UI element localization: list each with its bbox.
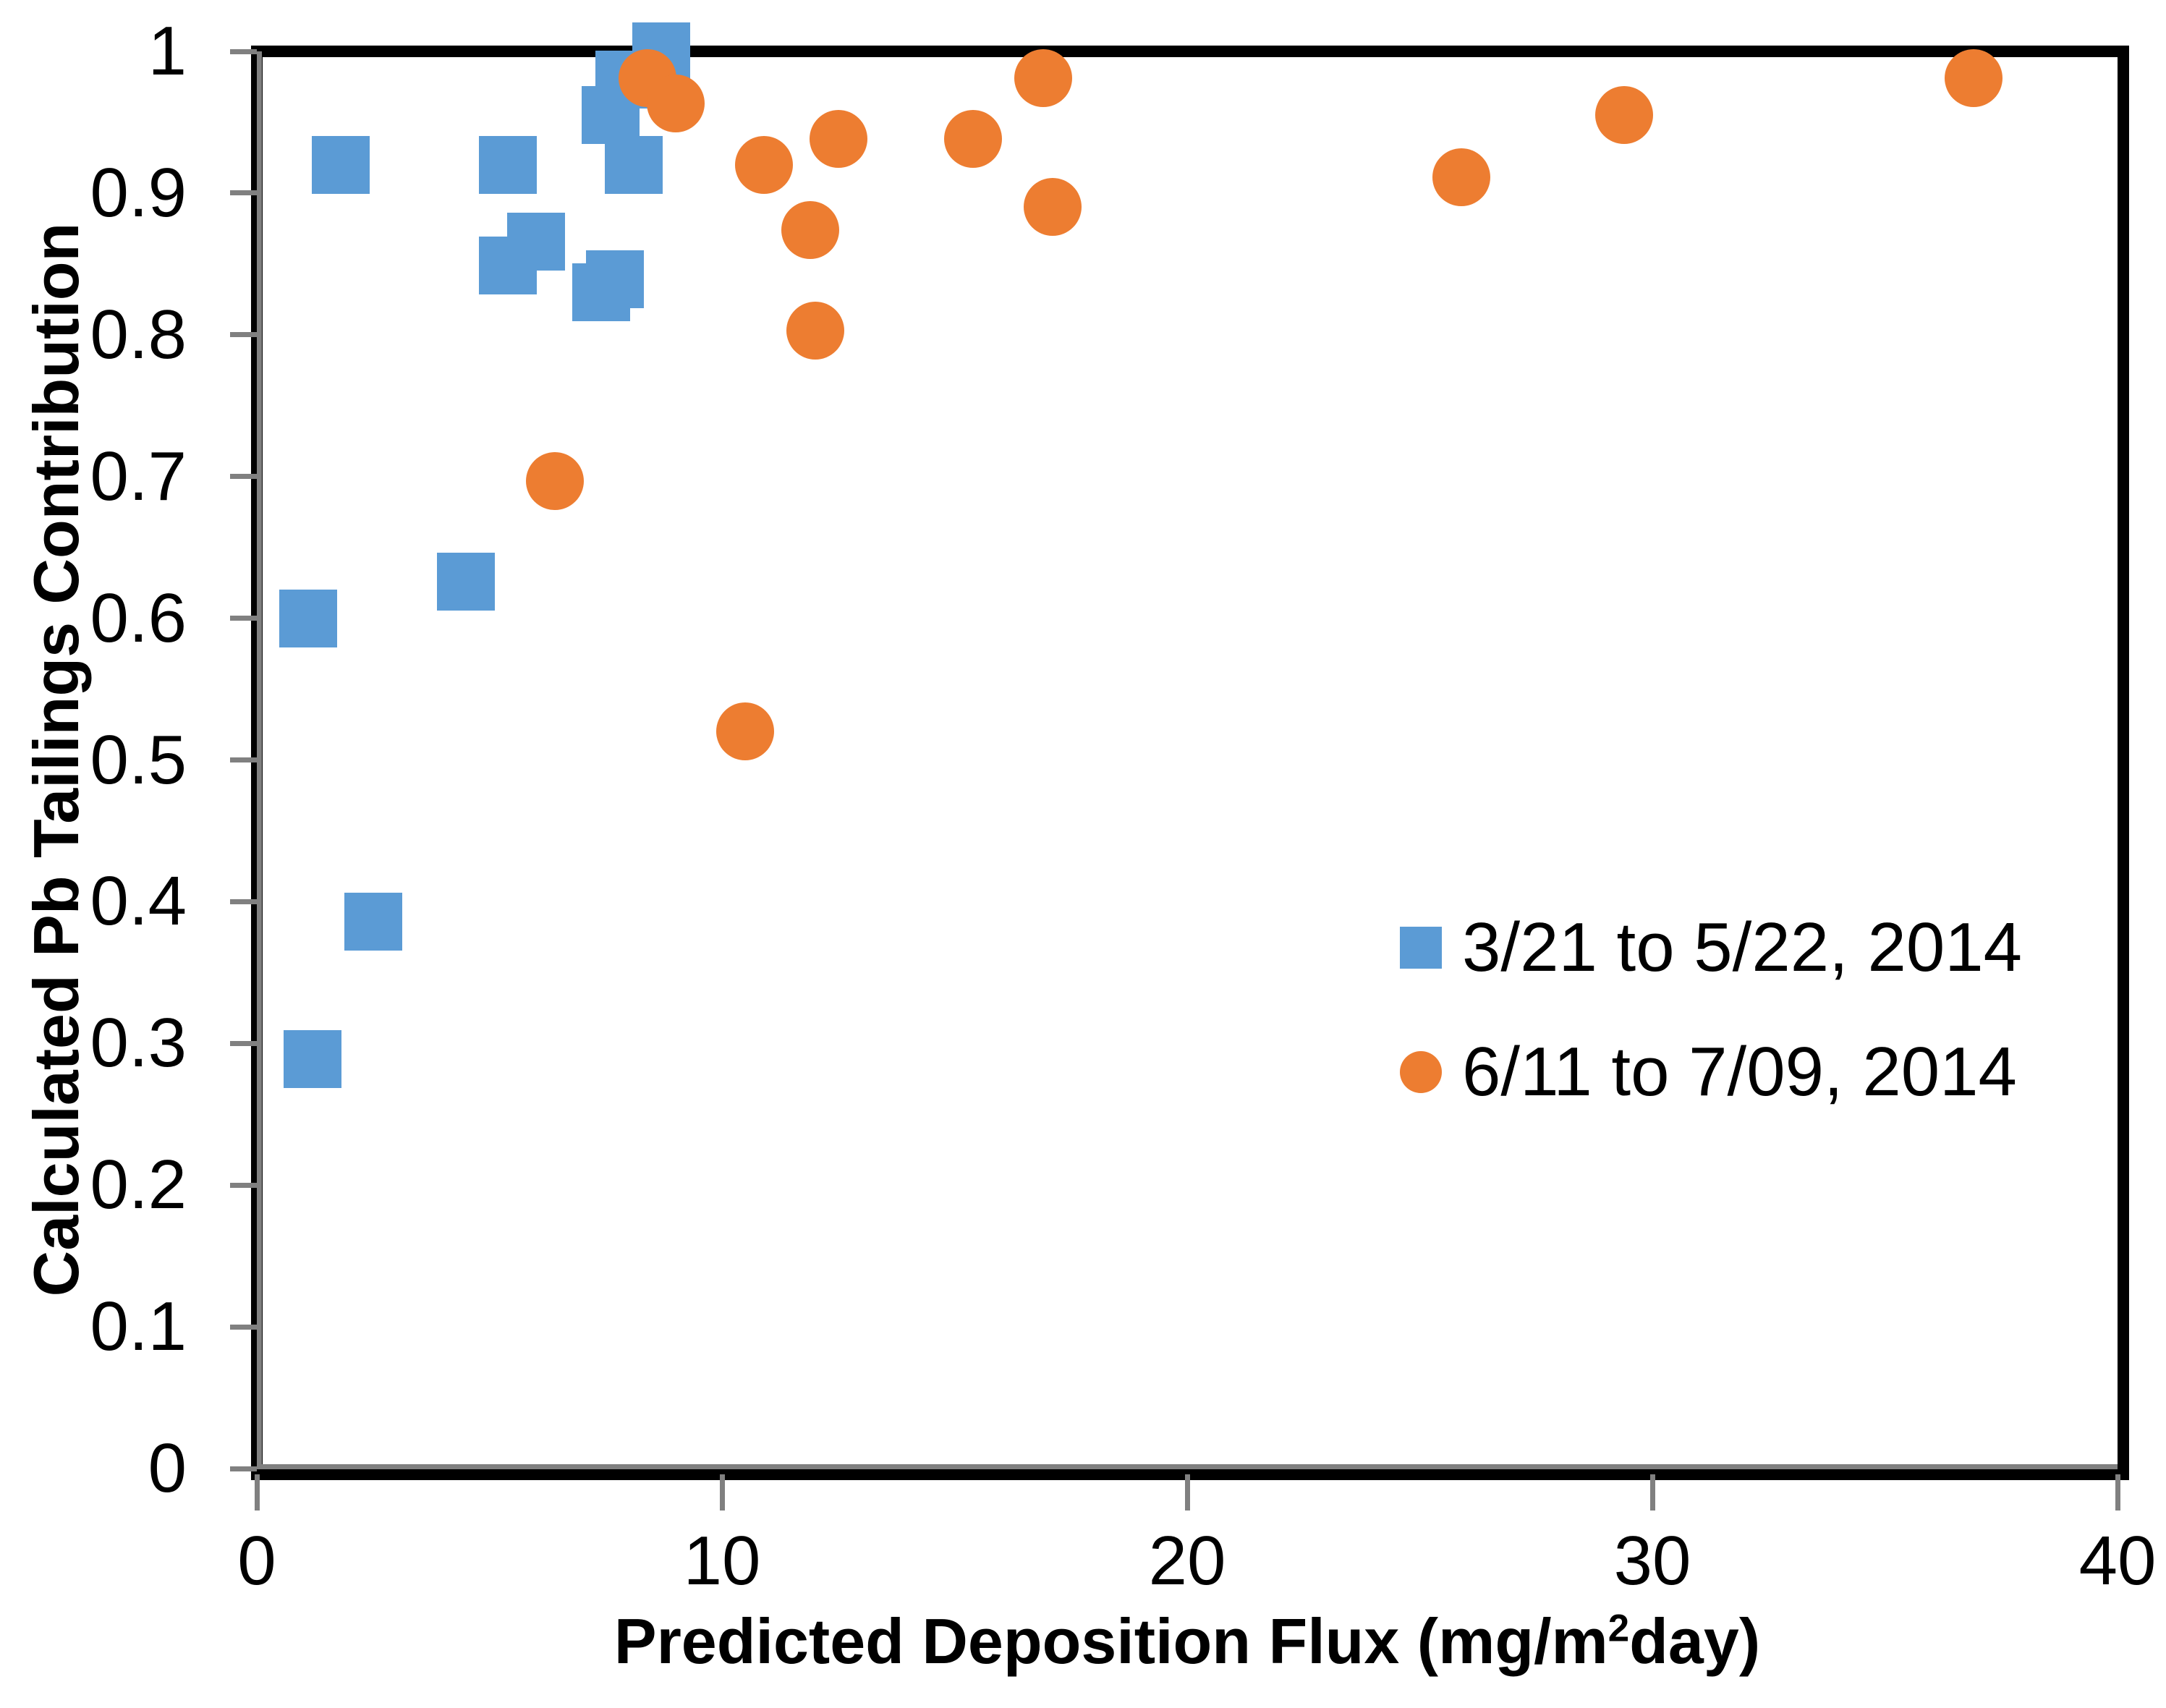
data-point-circle (734, 135, 793, 194)
legend-label: 6/11 to 7/09, 2014 (1462, 1033, 2017, 1110)
y-tick-mark (230, 332, 257, 338)
y-tick-mark (230, 48, 257, 54)
legend-label: 3/21 to 5/22, 2014 (1462, 909, 2022, 986)
data-point-circle (1014, 49, 1072, 108)
y-tick-mark (230, 898, 257, 904)
data-point-circle (1023, 178, 1082, 237)
data-point-square (279, 589, 337, 647)
data-point-square (284, 1029, 342, 1088)
y-axis-line (257, 51, 262, 1469)
y-tick-mark (230, 1324, 257, 1330)
x-axis-line (257, 1464, 2118, 1469)
y-tick-label: 0.9 (90, 153, 187, 231)
y-tick-label: 0 (148, 1429, 187, 1507)
x-axis-title-superscript: 2 (1607, 1607, 1630, 1650)
y-tick-label: 0.1 (90, 1288, 187, 1366)
data-point-square (479, 135, 538, 194)
x-axis-title-text: Predicted Deposition Flux (mg/m (613, 1605, 1608, 1677)
data-point-circle (809, 110, 867, 169)
y-tick-mark (230, 757, 257, 762)
x-tick-label: 40 (2078, 1522, 2157, 1599)
y-tick-label: 0.6 (90, 579, 187, 657)
data-point-circle (1944, 49, 2003, 108)
y-tick-mark (230, 1182, 257, 1188)
data-point-circle (1432, 148, 1491, 207)
y-tick-label: 0.2 (90, 1146, 187, 1224)
data-point-square (437, 552, 496, 611)
y-tick-mark (230, 1040, 257, 1046)
x-tick-mark (1649, 1474, 1655, 1511)
data-point-square (572, 263, 630, 322)
data-point-square (604, 135, 663, 194)
x-axis-title-text-end: day) (1629, 1605, 1761, 1677)
y-tick-label: 0.4 (90, 862, 187, 940)
data-point-circle (781, 200, 840, 259)
y-tick-mark (230, 616, 257, 621)
data-point-square (311, 135, 370, 194)
y-tick-label: 0.3 (90, 1004, 187, 1082)
legend-item: 6/11 to 7/09, 2014 (1400, 1032, 2017, 1112)
y-tick-mark (230, 190, 257, 196)
data-point-square (344, 892, 402, 951)
legend-square-swatch (1400, 927, 1442, 969)
data-point-circle (944, 110, 1003, 169)
x-tick-mark (2115, 1474, 2120, 1511)
y-axis-title: Calculated Pb Tailings Contribution (20, 222, 92, 1297)
y-tick-label: 1 (148, 12, 187, 90)
data-point-circle (786, 301, 844, 360)
data-point-circle (716, 702, 775, 761)
x-tick-label: 20 (1148, 1522, 1226, 1599)
x-tick-label: 10 (683, 1522, 761, 1599)
legend-item: 3/21 to 5/22, 2014 (1400, 908, 2022, 987)
y-tick-label: 0.8 (90, 295, 187, 373)
data-point-square (506, 212, 565, 271)
data-point-circle (525, 451, 584, 510)
x-tick-mark (254, 1474, 260, 1511)
data-point-circle (1595, 86, 1654, 145)
x-tick-mark (1184, 1474, 1190, 1511)
y-tick-label: 0.7 (90, 437, 187, 515)
x-axis-title: Predicted Deposition Flux (mg/m2day) (614, 1605, 1760, 1678)
y-tick-label: 0.5 (90, 721, 187, 799)
legend-circle-swatch (1400, 1051, 1442, 1093)
x-tick-label: 30 (1613, 1522, 1691, 1599)
data-point-circle (646, 75, 705, 133)
x-tick-label: 0 (237, 1522, 276, 1599)
y-tick-mark (230, 474, 257, 480)
y-tick-mark (230, 1466, 257, 1471)
x-tick-mark (719, 1474, 725, 1511)
